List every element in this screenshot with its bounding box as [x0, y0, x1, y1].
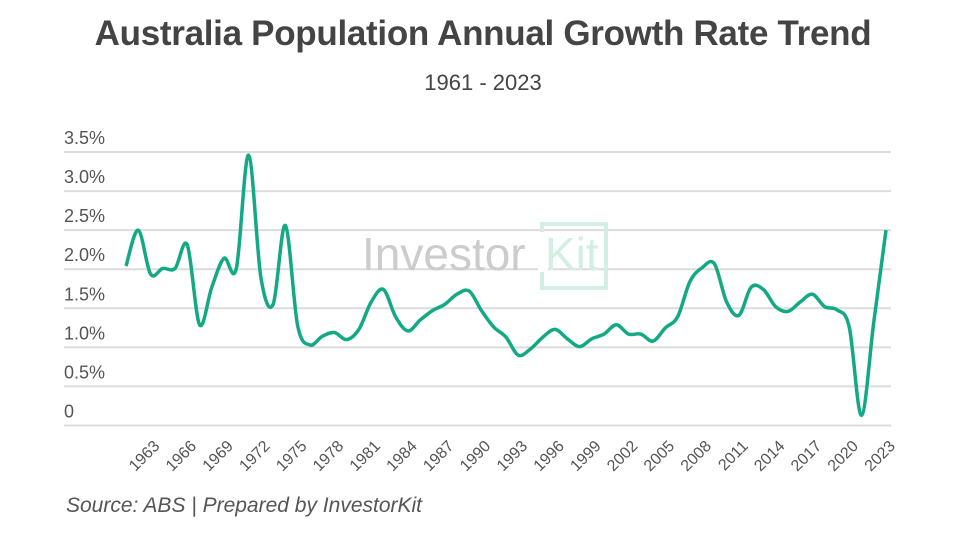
x-tick-label: 2002 [604, 438, 641, 475]
x-tick-label: 1999 [567, 438, 604, 475]
y-tick-label: 1.0% [64, 323, 105, 343]
x-tick-label: 1993 [494, 438, 531, 475]
watermark-text-kit: Kit [545, 228, 599, 280]
x-tick-label: 2020 [825, 438, 862, 475]
y-tick-label: 2.0% [64, 245, 105, 265]
x-tick-label: 1975 [273, 438, 310, 475]
watermark-box-gap [538, 232, 548, 272]
x-tick-label: 1969 [200, 438, 237, 475]
x-tick-label: 1990 [457, 438, 494, 475]
growth-rate-line [124, 153, 888, 418]
x-tick-label: 1981 [347, 438, 384, 475]
source-note: Source: ABS | Prepared by InvestorKit [66, 494, 423, 517]
x-tick-label: 1978 [310, 438, 347, 475]
x-tick-label: 1984 [384, 438, 421, 475]
x-tick-label: 2017 [788, 438, 825, 475]
x-tick-label: 1996 [531, 438, 568, 475]
x-axis-ticks: 1963 1966 1969 1972 1975 1978 1981 1984 1987 1990… [126, 438, 899, 475]
series-line [124, 153, 888, 418]
chart-title: Australia Population Annual Growth Rate … [94, 14, 872, 53]
watermark-text-investor: Investor [362, 228, 526, 280]
chart-subtitle: 1961 - 2023 [424, 70, 542, 95]
x-tick-label: 2005 [641, 438, 678, 475]
y-tick-label: 2.5% [64, 206, 105, 226]
y-tick-label: 1.5% [64, 284, 105, 304]
x-tick-label: 1972 [236, 438, 273, 475]
y-tick-label: 0 [64, 402, 74, 422]
x-tick-label: 1963 [126, 438, 163, 475]
x-tick-label: 2011 [715, 438, 751, 474]
x-tick-label: 2008 [678, 438, 715, 475]
x-tick-label: 2023 [862, 438, 899, 475]
x-tick-label: 1966 [163, 438, 200, 475]
investorkit-watermark-logo: Investor Kit [362, 222, 608, 290]
x-tick-label: 2014 [751, 438, 788, 475]
y-tick-label: 0.5% [64, 362, 105, 382]
y-axis-ticks: 0 0.5% 1.0% 1.5% 2.0% 2.5% 3.0% 3.5% [64, 128, 105, 422]
y-tick-label: 3.5% [64, 128, 105, 148]
x-tick-label: 1987 [420, 438, 457, 475]
gridlines [64, 151, 891, 427]
y-tick-label: 3.0% [64, 167, 105, 187]
